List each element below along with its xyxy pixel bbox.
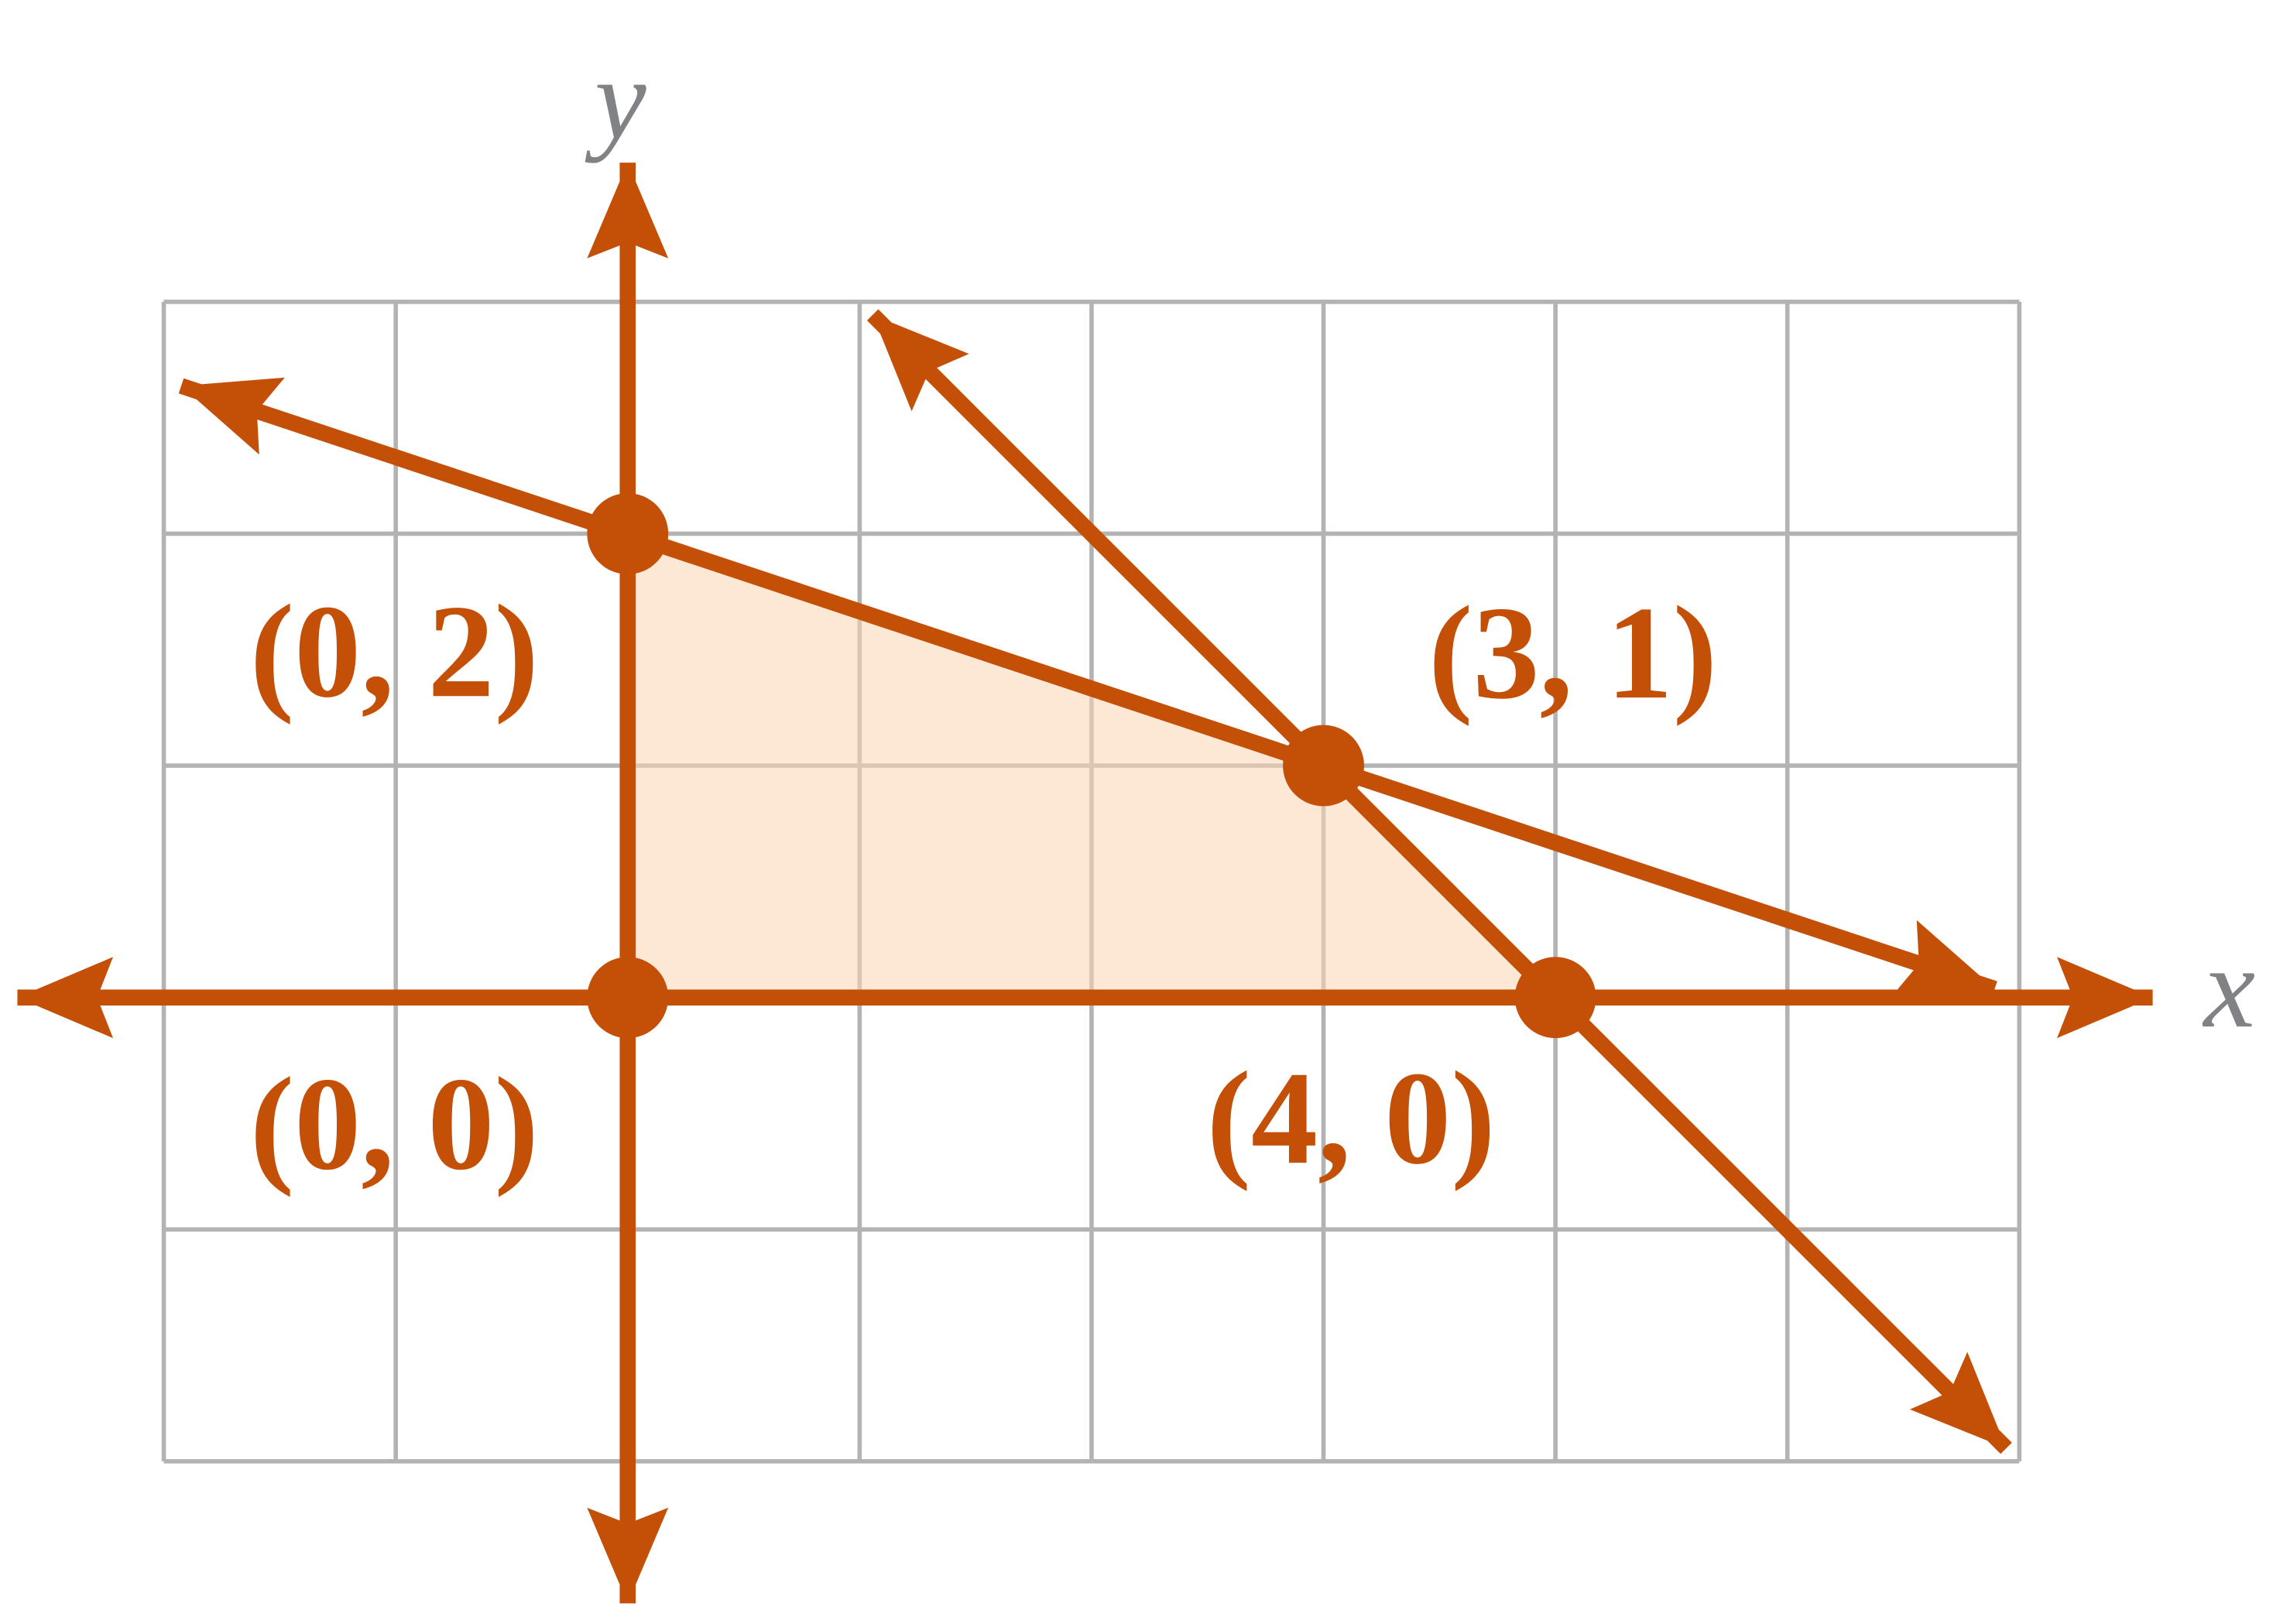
lines xyxy=(17,163,2153,1604)
vertices xyxy=(587,493,1596,1039)
point-label: (0, 2) xyxy=(250,577,539,725)
vertex xyxy=(587,957,669,1039)
vertex xyxy=(1283,725,1364,807)
point-label: (3, 1) xyxy=(1428,579,1717,727)
y-axis-label: y xyxy=(585,36,646,163)
point-label: (0, 0) xyxy=(250,1050,539,1198)
constraint-line xyxy=(866,309,2012,1454)
x-axis-label: x xyxy=(2203,924,2255,1052)
vertex xyxy=(1514,957,1596,1039)
point-label: (4, 0) xyxy=(1207,1044,1496,1192)
vertex xyxy=(587,493,669,574)
